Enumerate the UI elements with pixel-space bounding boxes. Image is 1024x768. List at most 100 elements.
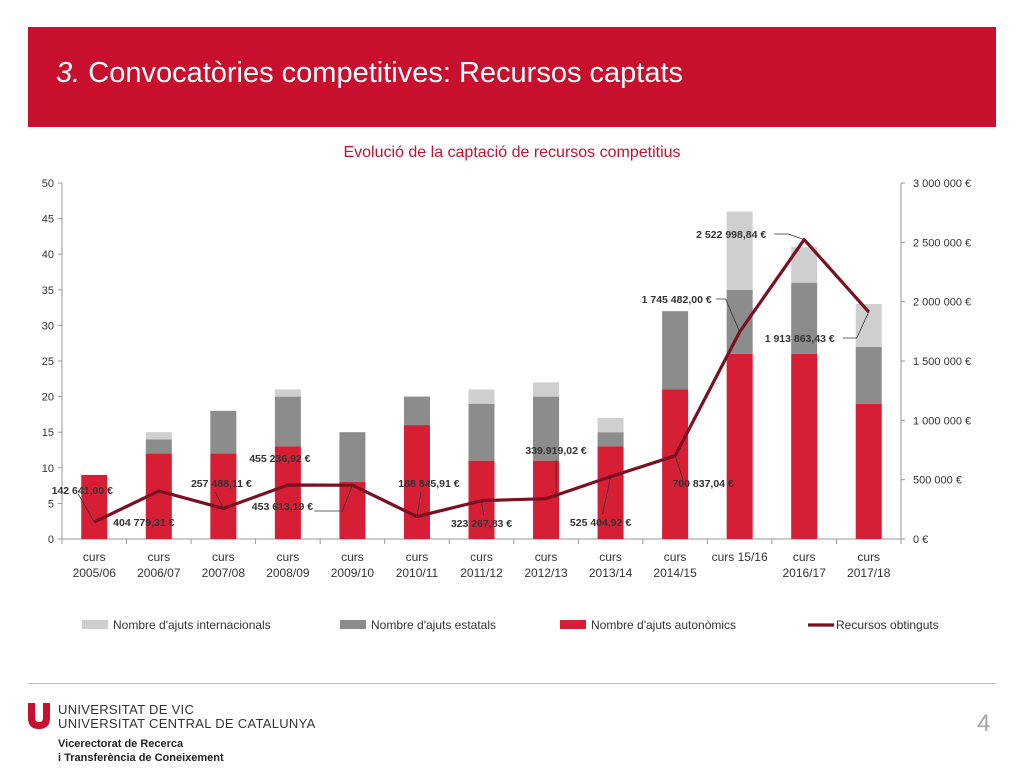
x-tick-label: 2007/08 (202, 566, 246, 580)
x-tick-label: curs 15/16 (712, 550, 768, 564)
bar-internacionals (274, 389, 301, 397)
data-label-leader (314, 485, 353, 512)
y-left-tick-label: 10 (42, 463, 54, 475)
bar-internacionals (468, 389, 495, 404)
slide-title-text: Convocatòries competitives: Recursos cap… (80, 57, 683, 89)
vicerectorat-line-1: Vicerectorat de Recerca (58, 738, 184, 750)
bar-autonomics (597, 446, 624, 539)
x-tick-label: 2017/18 (847, 566, 891, 580)
x-tick-label: curs (664, 550, 687, 564)
y-right-tick-label: 1 000 000 € (913, 415, 971, 427)
university-subname: UNIVERSITAT CENTRAL DE CATALUNYA (58, 716, 316, 731)
bar-estatals (274, 396, 301, 447)
data-label-leader (842, 311, 870, 339)
x-tick-label: 2010/11 (396, 566, 439, 580)
bar-estatals (403, 396, 430, 426)
bar-estatals (662, 311, 689, 390)
x-tick-label: 2011/12 (460, 566, 503, 580)
bar-internacionals (533, 382, 560, 397)
data-label: 455 236,92 € (249, 453, 310, 465)
y-right-tick-label: 500 000 € (913, 475, 962, 487)
x-tick-label: curs (470, 550, 493, 564)
x-tick-label: curs (277, 550, 300, 564)
x-tick-label: 2009/10 (331, 566, 375, 580)
y-right-tick-label: 1 500 000 € (913, 356, 971, 368)
data-label: 700 837,04 € (672, 478, 733, 490)
x-tick-label: 2016/17 (782, 566, 826, 580)
x-tick-label: curs (793, 550, 816, 564)
bar-autonomics (662, 389, 689, 539)
data-label: 1 745 482,00 € (642, 294, 712, 306)
y-left-tick-label: 5 (48, 498, 54, 510)
bar-autonomics (403, 425, 430, 539)
data-label: 257 488,11 € (191, 478, 252, 490)
y-left-tick-label: 15 (42, 427, 54, 439)
x-tick-label: 2014/15 (653, 566, 697, 580)
bar-estatals (210, 410, 237, 454)
section-number: 3. (56, 57, 81, 89)
bar-estatals (339, 432, 366, 483)
data-label-leader (774, 233, 805, 240)
legend-label: Nombre d'ajuts autonòmics (591, 618, 736, 632)
university-name: UNIVERSITAT DE VIC (58, 702, 195, 717)
y-left-tick-label: 0 (48, 534, 54, 546)
page-number: 4 (977, 710, 991, 737)
bar-autonomics (791, 353, 818, 539)
x-tick-label: 2008/09 (266, 566, 310, 580)
x-tick-label: curs (406, 550, 429, 564)
slide-title: 3. Convocatòries competitives: Recursos … (56, 57, 683, 90)
y-left-tick-label: 40 (42, 249, 54, 261)
bar-internacionals (145, 432, 172, 440)
data-label: 188 845,91 € (398, 478, 459, 490)
vicerectorat-line-2: i Transferència de Coneixement (58, 752, 224, 764)
bar-autonomics (274, 446, 301, 539)
data-label: 1 913 863,43 € (765, 333, 835, 345)
x-tick-label: 2006/07 (137, 566, 181, 580)
data-label-leader (715, 298, 741, 333)
data-label: 2 522 998,84 € (696, 229, 766, 241)
data-label-leader (602, 476, 611, 515)
chart-container: Evolució de la captació de recursos comp… (0, 130, 1024, 650)
data-label-leader (481, 500, 484, 516)
data-label: 525 404,92 € (570, 517, 631, 529)
bar-estatals (791, 282, 818, 354)
bar-autonomics (855, 403, 882, 539)
y-left-tick-label: 25 (42, 356, 54, 368)
y-left-tick-label: 20 (42, 392, 54, 404)
legend-swatch (340, 620, 366, 629)
y-right-tick-label: 2 000 000 € (913, 297, 971, 309)
bar-autonomics (339, 482, 366, 539)
data-label-leader (674, 455, 684, 481)
legend-swatch (82, 620, 108, 629)
slide-header: 3. Convocatòries competitives: Recursos … (28, 27, 996, 127)
uvic-u-logo (28, 703, 50, 729)
chart: Evolució de la captació de recursos comp… (42, 144, 971, 632)
x-tick-label: 2013/14 (589, 566, 633, 580)
bar-estatals (533, 396, 560, 461)
bar-autonomics (726, 353, 753, 539)
y-left-tick-label: 45 (42, 214, 54, 226)
footer-divider (28, 683, 996, 684)
chart-title: Evolució de la captació de recursos comp… (343, 144, 680, 161)
bar-internacionals (726, 211, 753, 290)
y-right-tick-label: 3 000 000 € (913, 178, 971, 190)
y-left-tick-label: 35 (42, 285, 54, 297)
x-tick-label: curs (147, 550, 170, 564)
legend-label: Nombre d'ajuts estatals (371, 618, 496, 632)
y-left-tick-label: 30 (42, 320, 54, 332)
x-tick-label: curs (599, 550, 622, 564)
x-tick-label: curs (341, 550, 364, 564)
x-tick-label: curs (535, 550, 558, 564)
data-label: 323 267,83 € (451, 518, 512, 530)
bar-estatals (597, 432, 624, 447)
y-right-tick-label: 0 € (913, 534, 928, 546)
bar-estatals (145, 439, 172, 454)
data-label: 339.919,02 € (525, 445, 586, 457)
bar-estatals (468, 403, 495, 461)
bar-autonomics (210, 453, 237, 539)
x-tick-label: 2005/06 (73, 566, 117, 580)
bar-estatals (855, 346, 882, 404)
legend-label: Recursos obtinguts (836, 618, 939, 632)
legend-swatch (560, 620, 586, 629)
data-label-leader (77, 493, 95, 523)
